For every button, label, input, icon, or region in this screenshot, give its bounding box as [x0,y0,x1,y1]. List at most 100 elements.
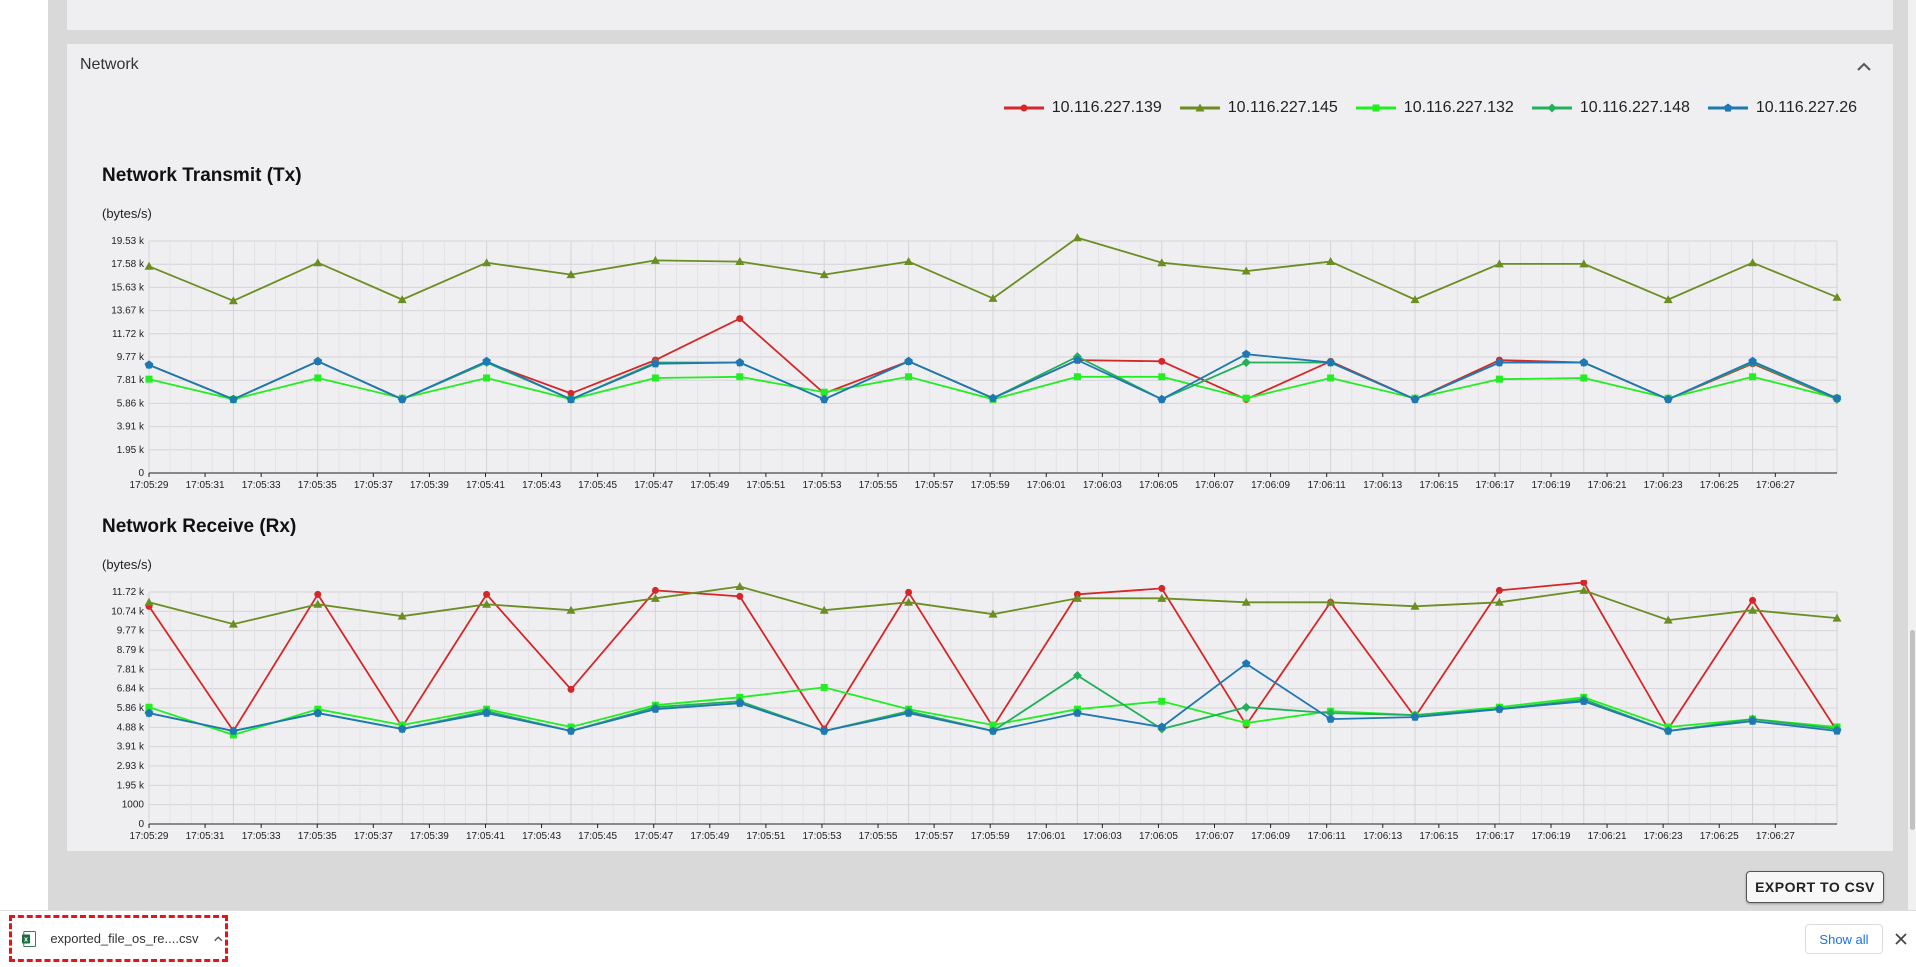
data-point [1326,708,1336,718]
data-point [1580,580,1588,586]
x-tick-label: 17:05:31 [186,831,225,842]
x-tick-label: 17:05:55 [859,831,898,842]
data-point [228,619,238,628]
data-point [1326,358,1335,367]
y-tick-label: 4.88 k [117,722,145,733]
y-tick-label: 5.86 k [117,398,145,409]
legend-item[interactable]: 10.116.227.26 [1707,99,1857,117]
data-point [1326,714,1335,723]
legend-item[interactable]: 10.116.227.139 [1003,99,1162,117]
data-point [1748,605,1758,614]
data-point [566,605,576,614]
data-point [229,726,238,735]
data-point [566,726,576,735]
data-point [1749,596,1757,604]
data-point [229,394,238,403]
data-point [989,721,997,729]
page-scrollbar[interactable] [1908,0,1916,910]
data-point [1832,292,1842,301]
data-point [736,373,744,381]
tx-chart-unit: (bytes/s) [102,206,152,221]
x-tick-label: 17:05:53 [802,831,841,842]
data-point [397,724,407,733]
download-filename: exported_file_os_re....csv [50,931,199,946]
x-tick-label: 17:06:17 [1475,831,1514,842]
data-point [1241,358,1251,368]
close-icon[interactable] [1892,930,1910,948]
data-point [735,257,745,266]
y-tick-label: 6.84 k [117,684,145,695]
y-tick-label: 9.77 k [117,626,145,637]
data-point [1410,295,1420,304]
show-all-button[interactable]: Show all [1805,924,1883,954]
legend-item[interactable]: 10.116.227.132 [1355,99,1514,117]
x-tick-label: 17:05:47 [634,831,673,842]
y-tick-label: 8.79 k [117,645,145,656]
legend-marker [1020,104,1028,112]
x-tick-label: 17:06:01 [1027,480,1066,491]
x-tick-label: 17:05:41 [466,480,505,491]
y-tick-label: 10.74 k [111,606,145,617]
tx-chart-title: Network Transmit (Tx) [102,165,302,186]
y-tick-label: 11.72 k [112,329,145,340]
data-point [1326,257,1336,266]
legend-item[interactable]: 10.116.227.145 [1179,99,1338,117]
data-point [1327,374,1335,382]
data-point [1072,671,1082,681]
x-tick-label: 17:05:49 [690,831,729,842]
data-point [397,394,407,403]
y-tick-label: 1.95 k [117,445,145,456]
export-csv-button[interactable]: EXPORT TO CSV [1746,871,1884,903]
series-10-116-227-26 [144,349,1842,403]
y-tick-label: 5.86 k [117,703,145,714]
data-point [1410,601,1420,610]
data-point [1494,597,1504,606]
x-tick-label: 17:05:45 [578,831,617,842]
data-point [650,255,660,264]
data-point [1242,719,1250,727]
y-tick-label: 9.77 k [117,352,145,363]
x-tick-label: 17:05:57 [915,831,954,842]
x-tick-label: 17:06:21 [1588,480,1627,491]
x-tick-label: 17:06:07 [1195,480,1234,491]
data-point [1157,593,1167,602]
legend-item[interactable]: 10.116.227.148 [1531,99,1690,117]
x-tick-label: 17:05:29 [130,831,169,842]
download-item[interactable]: x exported_file_os_re....csv [9,915,228,962]
data-point [735,358,745,367]
scrollbar-thumb[interactable] [1910,630,1915,830]
rx-chart-unit: (bytes/s) [102,557,152,572]
legend-label: 10.116.227.145 [1227,99,1338,116]
data-point [144,597,154,606]
data-point [144,708,154,717]
data-point [1749,373,1757,381]
x-tick-label: 17:05:39 [410,831,449,842]
x-tick-label: 17:05:29 [130,480,169,491]
y-tick-label: 7.81 k [117,375,145,386]
x-tick-label: 17:06:17 [1475,480,1514,491]
series-10-116-227-145 [144,581,1842,628]
data-point [1495,375,1503,383]
x-tick-label: 17:05:47 [634,480,673,491]
data-point [1579,259,1589,268]
data-point [904,708,913,717]
x-tick-label: 17:06:09 [1251,831,1290,842]
data-point [1158,357,1166,365]
data-point [1495,586,1503,594]
series-10-116-227-26 [144,659,1842,735]
data-point [313,708,323,717]
x-tick-label: 17:05:33 [242,831,281,842]
data-point [567,389,575,397]
data-point [1832,726,1842,735]
y-tick-label: 19.53 k [111,236,145,247]
x-tick-label: 17:06:07 [1195,831,1234,842]
data-point [1579,696,1589,705]
chevron-up-icon[interactable] [1853,56,1875,78]
legend-label: 10.116.227.139 [1051,99,1162,116]
data-point [314,590,322,598]
x-tick-label: 17:05:57 [915,480,954,491]
data-point [1663,295,1673,304]
data-point [819,394,829,403]
data-point [483,590,491,598]
chevron-up-icon[interactable] [212,932,225,946]
